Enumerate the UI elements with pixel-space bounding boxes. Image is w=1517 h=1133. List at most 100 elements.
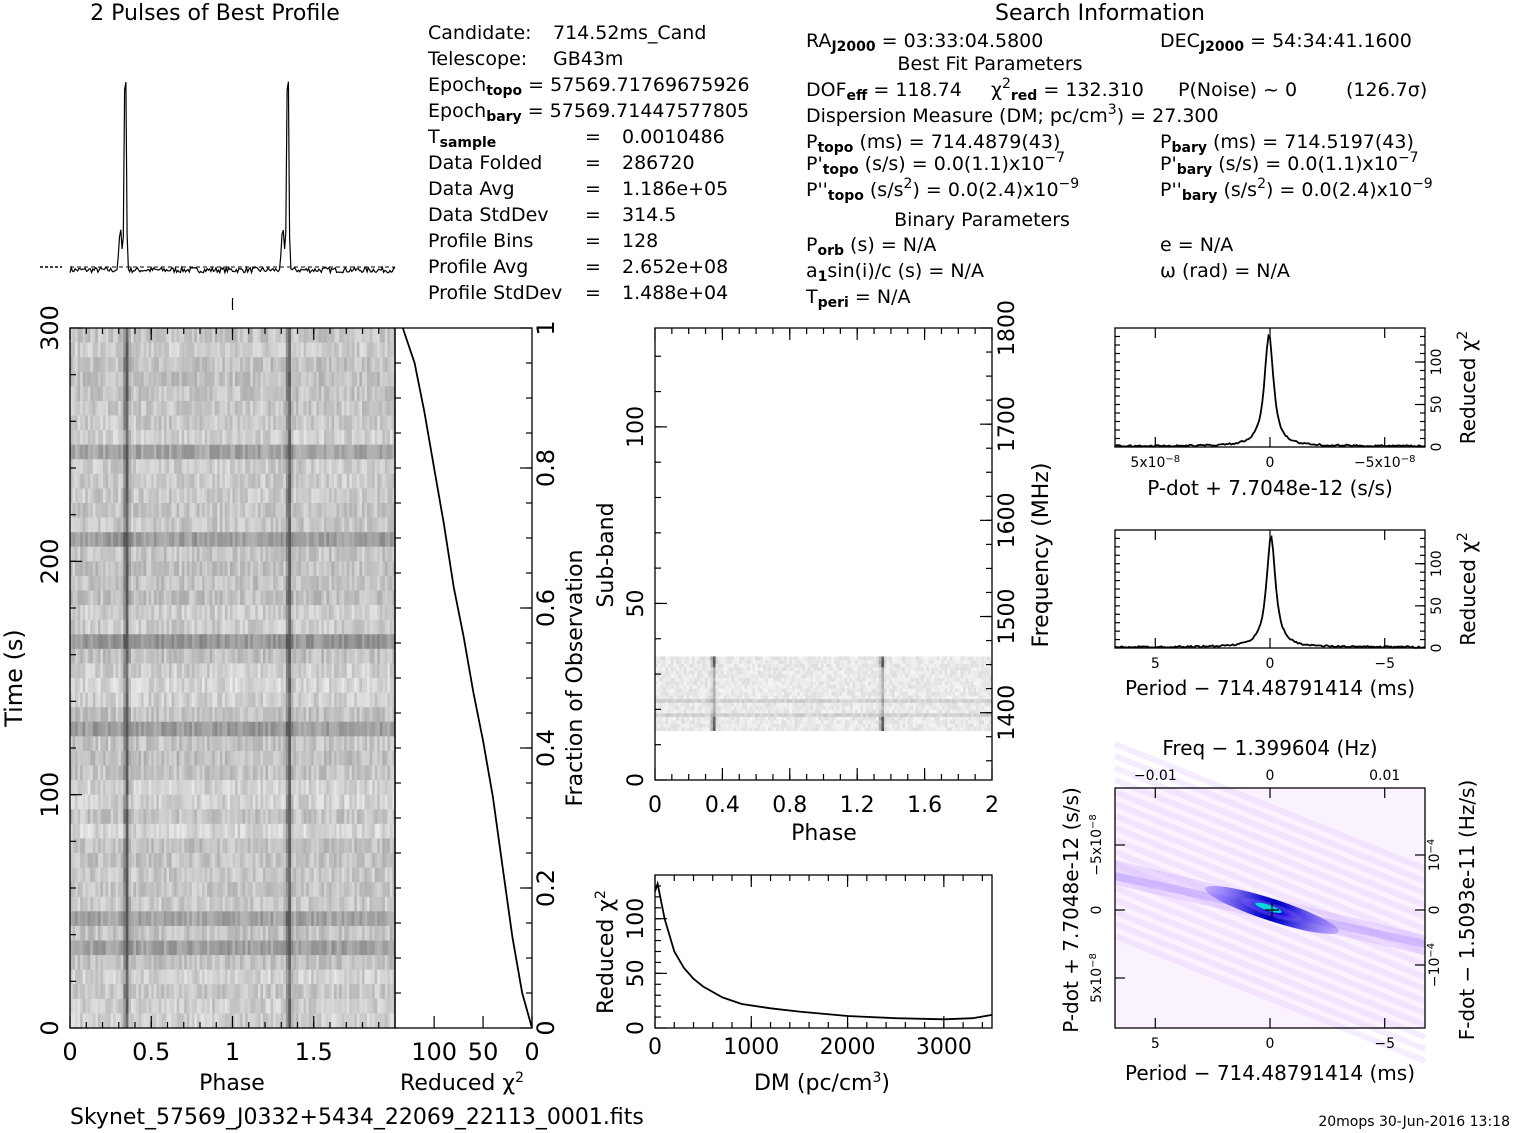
heat-cell bbox=[174, 386, 178, 402]
heat-cell bbox=[72, 415, 76, 431]
heat-cell bbox=[349, 328, 353, 343]
heat-cell bbox=[115, 357, 119, 373]
heat-cell bbox=[382, 444, 386, 460]
heat-cell bbox=[85, 780, 89, 796]
heat-cell bbox=[364, 619, 368, 635]
heat-cell bbox=[191, 488, 195, 504]
heat-cell bbox=[361, 357, 365, 373]
heat-cell bbox=[356, 357, 360, 373]
heat-cell bbox=[311, 619, 315, 635]
heat-cell bbox=[318, 678, 322, 693]
heat-cell bbox=[161, 444, 165, 460]
heat-cell bbox=[372, 634, 376, 650]
heat-cell bbox=[217, 794, 221, 810]
heat-cell bbox=[181, 780, 185, 796]
heat-cell bbox=[115, 444, 119, 460]
heat-cell bbox=[382, 328, 386, 343]
heat-cell bbox=[103, 517, 106, 533]
heat-cell bbox=[133, 707, 137, 723]
heat-cell bbox=[75, 736, 79, 752]
heat-cell bbox=[313, 488, 317, 504]
heat-cell bbox=[260, 648, 264, 664]
heat-cell bbox=[166, 736, 170, 752]
heat-cell bbox=[130, 517, 134, 533]
heat-cell bbox=[184, 750, 188, 766]
heat-cell bbox=[75, 430, 79, 446]
heat-cell bbox=[260, 371, 264, 387]
heat-cell bbox=[100, 561, 104, 577]
heat-cell bbox=[318, 619, 322, 635]
heat-cell bbox=[384, 386, 388, 402]
heat-cell bbox=[153, 736, 157, 752]
heat-cell bbox=[313, 473, 317, 489]
heat-cell bbox=[179, 750, 183, 766]
heat-cell bbox=[321, 780, 325, 796]
heat-cell bbox=[214, 678, 218, 693]
heat-cell bbox=[161, 867, 165, 883]
heat-cell bbox=[328, 721, 332, 737]
heat-cell bbox=[158, 736, 162, 752]
heat-cell bbox=[242, 853, 246, 868]
heat-cell bbox=[224, 823, 228, 839]
heat-cell bbox=[174, 882, 178, 898]
heat-cell bbox=[331, 517, 335, 533]
heat-cell bbox=[359, 692, 363, 708]
heat-cell bbox=[133, 503, 137, 518]
heat-cell bbox=[344, 780, 348, 796]
heat-cell bbox=[328, 415, 332, 431]
heat-cell bbox=[186, 546, 190, 562]
heat-cell bbox=[136, 328, 139, 343]
heat-cell bbox=[209, 503, 213, 518]
heat-cell bbox=[217, 678, 221, 693]
heat-cell bbox=[141, 473, 145, 489]
heat-cell bbox=[120, 328, 124, 343]
heat-cell bbox=[133, 386, 137, 402]
heat-cell bbox=[278, 736, 282, 752]
info-label: Profile StdDev bbox=[428, 282, 562, 304]
heat-cell bbox=[245, 853, 249, 868]
heat-cell bbox=[130, 648, 134, 664]
heat-cell bbox=[359, 823, 363, 839]
heat-cell bbox=[158, 459, 162, 475]
heat-cell bbox=[290, 444, 294, 460]
heat-cell bbox=[318, 400, 322, 416]
heat-cell bbox=[118, 328, 122, 343]
heat-cell bbox=[217, 517, 221, 533]
heat-cell bbox=[105, 867, 109, 883]
heat-cell bbox=[77, 532, 81, 548]
heat-cell bbox=[311, 400, 315, 416]
heat-cell bbox=[308, 473, 312, 489]
heat-cell bbox=[298, 575, 302, 591]
heat-cell bbox=[382, 430, 386, 446]
heat-cell bbox=[369, 561, 373, 577]
heat-cell bbox=[242, 721, 246, 737]
heat-cell bbox=[148, 561, 152, 577]
heat-cell bbox=[194, 400, 198, 416]
heat-cell bbox=[336, 415, 340, 431]
heat-cell bbox=[374, 342, 378, 358]
heat-cell bbox=[209, 371, 213, 387]
heat-cell bbox=[321, 444, 325, 460]
heat-cell bbox=[237, 765, 241, 781]
heat-cell bbox=[361, 867, 365, 883]
heat-cell bbox=[151, 853, 155, 868]
heat-cell bbox=[262, 371, 266, 387]
heat-cell bbox=[283, 503, 287, 518]
heat-cell bbox=[235, 561, 238, 577]
heat-cell bbox=[199, 882, 203, 898]
heat-cell bbox=[143, 444, 147, 460]
heat-cell bbox=[278, 780, 282, 796]
heat-cell bbox=[252, 532, 256, 548]
heat-cell bbox=[141, 546, 145, 562]
heat-cell bbox=[77, 546, 81, 562]
heat-cell bbox=[252, 678, 256, 693]
heat-cell bbox=[384, 634, 388, 650]
heat-cell bbox=[77, 809, 81, 825]
heat-cell bbox=[229, 546, 233, 562]
heat-cell bbox=[232, 678, 236, 693]
heat-cell bbox=[387, 648, 391, 664]
heat-cell bbox=[311, 634, 315, 650]
heat-cell bbox=[240, 503, 244, 518]
heat-cell bbox=[387, 736, 391, 752]
heat-cell bbox=[204, 415, 208, 431]
